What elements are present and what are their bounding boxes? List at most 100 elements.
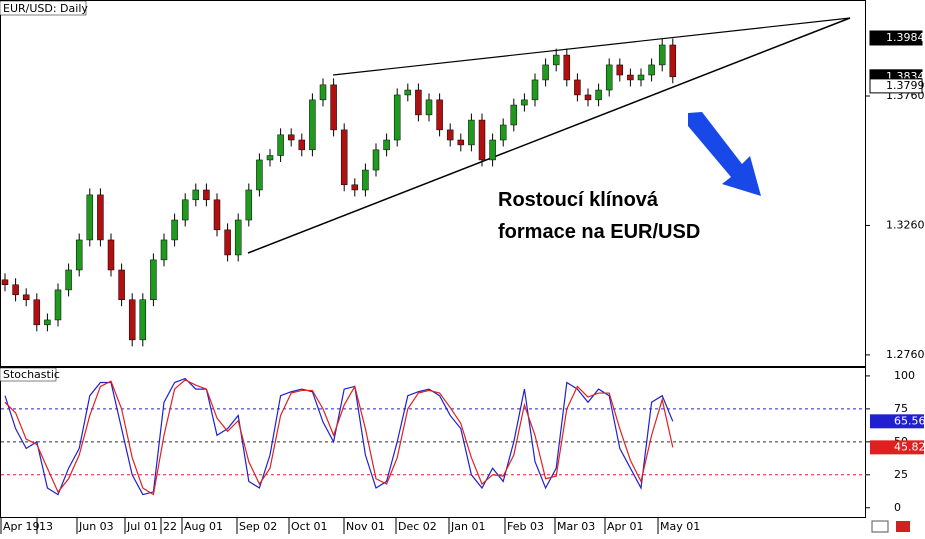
x-tick-label: Feb 03 [507, 520, 544, 533]
candle-body [521, 99, 528, 106]
candle-body [637, 74, 645, 81]
candle-body [245, 189, 253, 221]
x-tick-label: Jul 01 [126, 520, 158, 533]
x-tick-label: May 01 [660, 520, 700, 533]
candle-body [22, 294, 30, 301]
candle-body [542, 64, 549, 81]
price-marker [869, 30, 923, 46]
candle-body [574, 79, 581, 96]
price-marker-label: 1.3799 [886, 79, 925, 92]
indicator-title: Stochastic [3, 368, 60, 381]
candle-body [605, 64, 613, 91]
stochastic-line [4, 379, 674, 496]
candle-body [425, 99, 433, 116]
stochastic-line [4, 377, 674, 496]
candle-body [1, 279, 9, 285]
candle-body [181, 199, 189, 221]
y-tick-label: 100 [894, 369, 915, 382]
candle-body [75, 239, 83, 271]
y-tick-label: 0 [894, 501, 901, 514]
annotation: formace na EUR/USD [498, 221, 700, 243]
candle-body [340, 129, 348, 186]
x-tick-label: 22 [163, 520, 177, 533]
candle-body [44, 319, 51, 326]
value-marker [870, 414, 924, 429]
candle-body [595, 89, 602, 101]
candle-body [489, 139, 496, 161]
candle-body [658, 44, 666, 66]
chart-title: EUR/USD: Daily [3, 2, 88, 15]
y-tick-label: 75 [894, 402, 908, 415]
x-tick-label: Mar 03 [557, 520, 595, 533]
candle-body [160, 239, 168, 261]
candle-body [298, 139, 306, 151]
y-tick-label: 25 [894, 468, 908, 481]
x-tick-label: Nov 01 [346, 520, 385, 533]
candle-body [563, 54, 571, 81]
candle-body [224, 229, 231, 256]
candle-body [415, 89, 422, 116]
candle-body [277, 134, 284, 156]
candle-body [65, 269, 72, 291]
candle-body [97, 194, 104, 241]
x-tick-label: Jan 01 [450, 520, 485, 533]
candle-body [107, 239, 115, 271]
candle-body [383, 139, 390, 151]
x-tick-label: Dec 02 [398, 520, 437, 533]
candle-body [499, 124, 507, 141]
value-marker-label: 45.82 [894, 440, 925, 453]
candle-body [510, 104, 518, 126]
candle-body [552, 54, 560, 66]
stochastic-pane [0, 367, 866, 518]
candle-body [531, 79, 539, 101]
annotation: Rostoucí klínová [498, 189, 659, 211]
candle-body [150, 259, 157, 301]
candle-body [203, 189, 210, 201]
candle-body [478, 119, 486, 161]
candle-body [234, 219, 242, 256]
candle-body [213, 199, 221, 231]
price-marker [869, 78, 923, 94]
candle-body [393, 94, 401, 141]
x-tick-label: Oct 01 [291, 520, 328, 533]
wedge-upper-line [332, 17, 851, 76]
shift-icon[interactable] [896, 521, 910, 532]
candle-body [362, 169, 369, 191]
candle-body [256, 159, 263, 191]
scroll-icon[interactable] [871, 520, 889, 533]
x-tick-label: Sep 02 [239, 520, 277, 533]
candle-body [12, 284, 19, 296]
candle-body [118, 269, 125, 301]
x-tick-label: Apr 19 [3, 520, 40, 533]
candle-body [86, 194, 94, 241]
x-tick-label: Apr 01 [607, 520, 644, 533]
candle-body [404, 89, 412, 96]
candle-body [372, 149, 380, 171]
title-box [0, 367, 57, 382]
price-marker-label: 1.3984 [886, 31, 925, 44]
candle-body [436, 99, 443, 131]
candle-body [171, 219, 178, 241]
candle-body [266, 155, 274, 161]
candle-body [648, 64, 655, 76]
candle-body [54, 289, 62, 321]
candle-body [128, 299, 136, 341]
wedge-lower-line [247, 17, 851, 254]
candle-body [468, 119, 475, 146]
candle-body [446, 129, 454, 141]
value-marker-label: 65.56 [894, 414, 925, 427]
down-arrow [688, 112, 761, 196]
candle-body [351, 184, 359, 191]
title-box [0, 0, 87, 16]
candle-body [319, 84, 327, 101]
candle-body [584, 94, 592, 101]
candle-body [192, 189, 200, 201]
candle-body [33, 299, 41, 326]
candle-body [330, 84, 337, 131]
candle-body [139, 299, 147, 341]
candle-body [669, 44, 677, 78]
candle-body [309, 99, 316, 151]
value-marker [870, 440, 924, 455]
